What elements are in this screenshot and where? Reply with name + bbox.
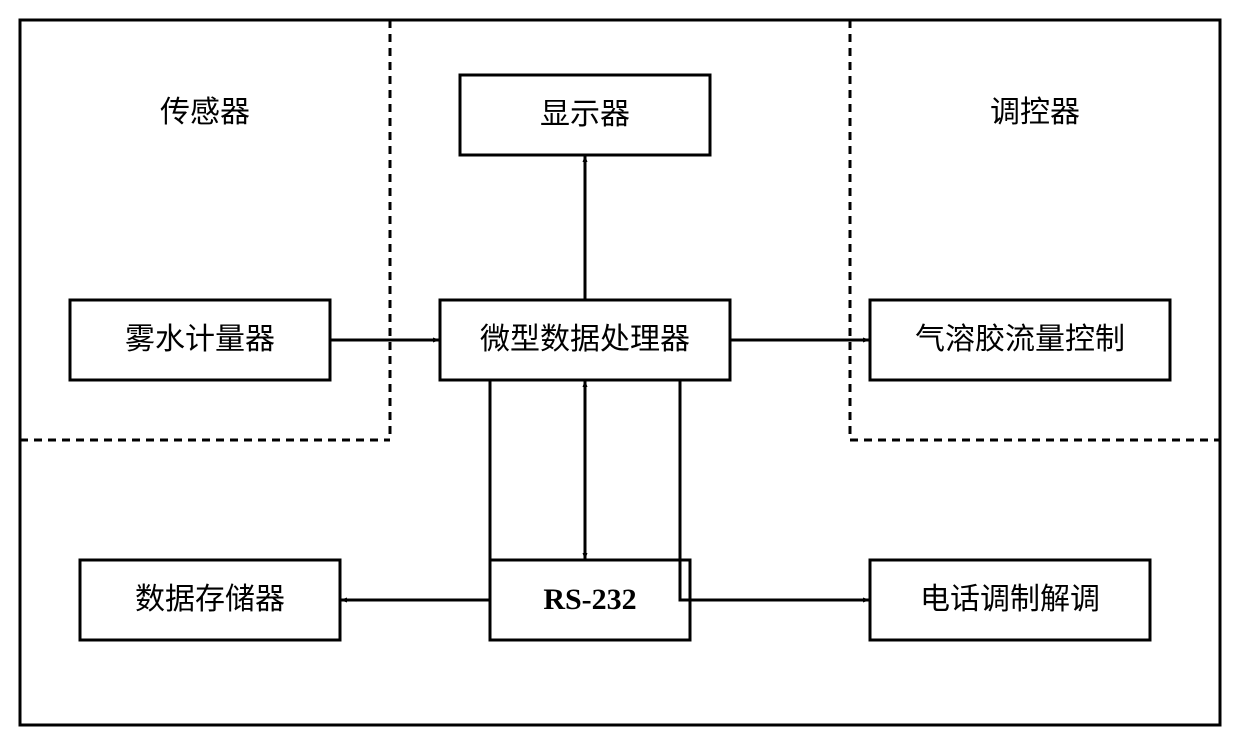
aerosol-label: 气溶胶流量控制 bbox=[915, 323, 1125, 356]
modem-node: 电话调制解调 bbox=[870, 560, 1150, 640]
fog-node: 雾水计量器 bbox=[70, 300, 330, 380]
aerosol-node: 气溶胶流量控制 bbox=[870, 300, 1170, 380]
display-label: 显示器 bbox=[540, 98, 630, 131]
diagram-canvas: 传感器 调控器 显示器雾水计量器 微型数据处理器 气溶胶流量控制数据存储器 RS-232 电… bbox=[0, 0, 1240, 745]
storage-label: 数据存储器 bbox=[135, 583, 285, 616]
rs232-label: RS-232 bbox=[543, 583, 636, 616]
storage-node: 数据存储器 bbox=[80, 560, 340, 640]
rs232-node: RS-232 bbox=[490, 560, 690, 640]
cpu-to-storage bbox=[340, 380, 490, 600]
cpu-label: 微型数据处理器 bbox=[480, 323, 690, 356]
sensor-label: 传感器 bbox=[160, 96, 250, 129]
cpu-node: 微型数据处理器 bbox=[440, 300, 730, 380]
controller-label: 调控器 bbox=[990, 96, 1080, 129]
modem-label: 电话调制解调 bbox=[920, 583, 1100, 616]
fog-label: 雾水计量器 bbox=[125, 323, 275, 356]
cpu-to-modem bbox=[680, 380, 870, 600]
display-node: 显示器 bbox=[460, 75, 710, 155]
